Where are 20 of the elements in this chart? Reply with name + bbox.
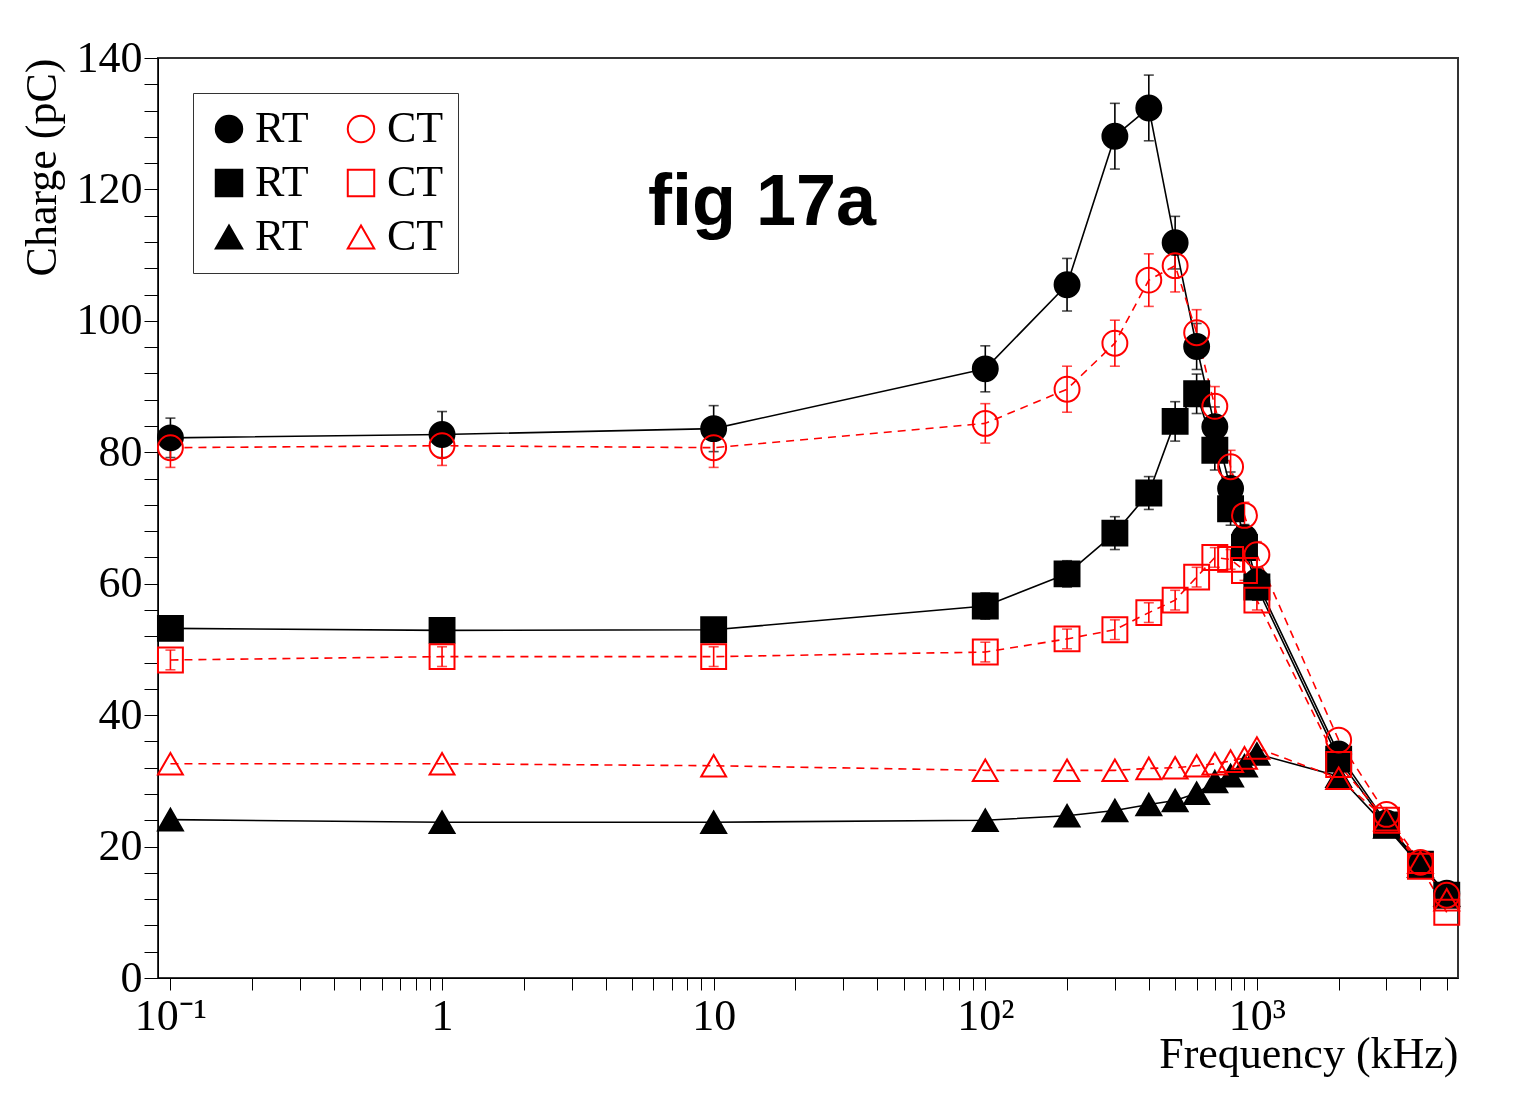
legend-label: RT <box>255 211 309 260</box>
legend-label: CT <box>387 211 444 260</box>
y-tick-label: 100 <box>76 295 143 345</box>
legend-label: CT <box>387 103 444 152</box>
y-axis-title: Charge (pC) <box>16 58 66 277</box>
x-tick-label: 10² <box>957 990 1015 1040</box>
legend-label: RT <box>255 103 309 152</box>
legend-label: CT <box>387 157 444 206</box>
y-tick-label: 0 <box>120 952 143 1002</box>
y-tick-label: 40 <box>98 689 143 739</box>
y-tick-label: 120 <box>76 163 143 213</box>
legend-label: RT <box>255 157 309 206</box>
y-tick-label: 20 <box>98 821 143 871</box>
y-tick-label: 60 <box>98 558 143 608</box>
annotation: fig 17a <box>648 160 878 240</box>
x-tick-label: 10³ <box>1228 990 1287 1040</box>
y-tick-label: 140 <box>76 32 143 82</box>
x-tick-label: 10 <box>692 990 737 1040</box>
y-tick-label: 80 <box>98 426 143 476</box>
x-tick-label: 1 <box>431 990 454 1040</box>
